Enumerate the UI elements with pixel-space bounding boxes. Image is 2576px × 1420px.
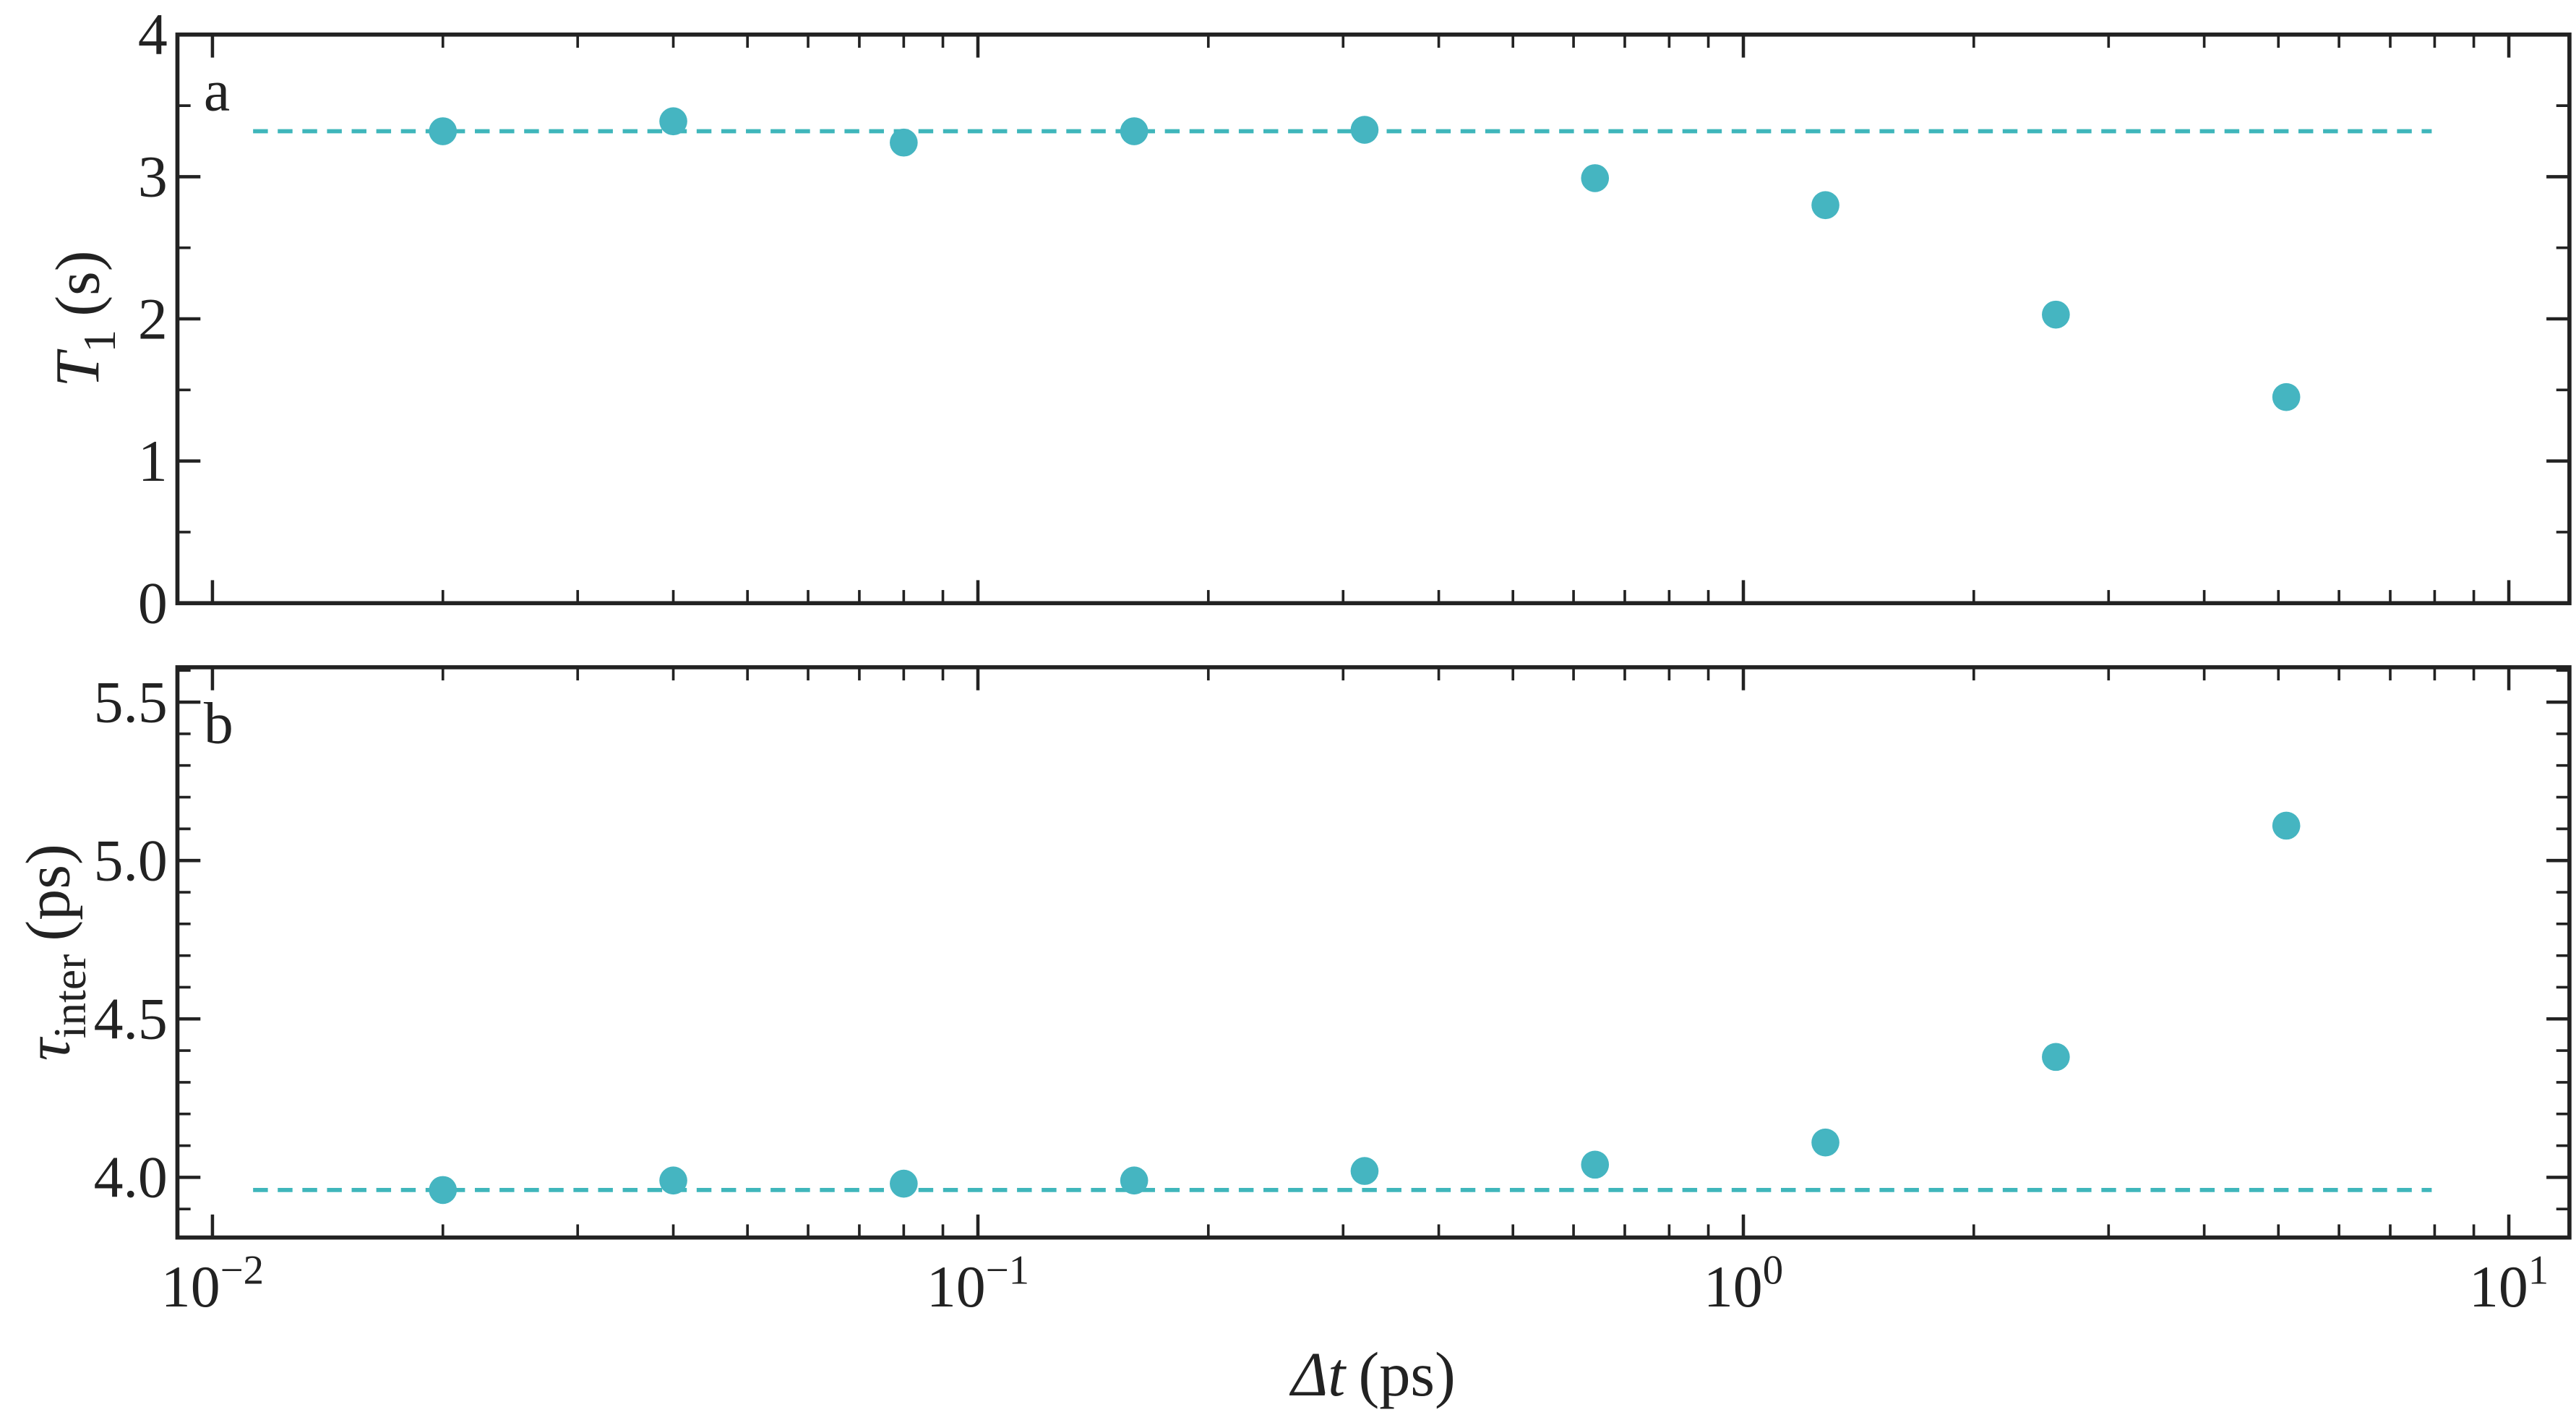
y-tick-label: 4 (138, 1, 168, 67)
data-point (1581, 164, 1610, 192)
y-tick-label: 3 (138, 144, 168, 210)
data-point (1350, 116, 1379, 144)
x-tick-label: 10−2 (161, 1247, 264, 1320)
y-label-symbol: τ (13, 1036, 82, 1061)
data-point (890, 1169, 918, 1198)
x-label-symbol: Δt (1289, 1340, 1347, 1409)
y-tick-label: 4.0 (94, 1145, 168, 1210)
x-tick-base: 10 (2469, 1254, 2528, 1320)
data-point (2272, 811, 2301, 840)
y-tick-label: 4.5 (94, 986, 168, 1052)
y-label-subscript: 1 (74, 330, 125, 353)
y-axis-label: τinter (ps) (13, 844, 95, 1061)
data-point (1811, 1128, 1839, 1157)
y-label-unit: (ps) (13, 844, 82, 941)
x-tick-base: 10 (1704, 1254, 1763, 1320)
data-point (2042, 300, 2070, 329)
y-tick-label: 2 (138, 286, 168, 351)
data-point (1811, 191, 1839, 220)
y-tick-label: 5.0 (94, 827, 168, 893)
x-tick-label: 100 (1704, 1247, 1783, 1320)
panel-label: b (204, 690, 233, 756)
x-tick-exponent: −1 (986, 1247, 1029, 1293)
data-point (659, 1166, 687, 1195)
x-tick-exponent: 0 (1763, 1247, 1783, 1293)
y-tick-label: 5.5 (94, 669, 168, 735)
x-tick-base: 10 (161, 1254, 220, 1320)
x-label-unit: (ps) (1358, 1340, 1455, 1409)
data-point (1120, 117, 1149, 145)
y-label-unit: (s) (43, 250, 112, 316)
plot-frame (175, 665, 2572, 1240)
panel: 4.04.55.05.510−2 10−1 100 101bτinter(ps)Δt(… (13, 665, 2572, 1409)
data-point (2042, 1043, 2070, 1072)
data-point (659, 107, 687, 136)
x-tick-base: 10 (927, 1254, 986, 1320)
data-point (429, 117, 458, 145)
y-axis-label: T1 (s) (43, 250, 125, 387)
data-point (1581, 1150, 1610, 1179)
data-point (429, 1176, 458, 1205)
data-point (890, 128, 918, 157)
x-axis-label: Δt (ps) (1289, 1340, 1456, 1409)
x-tick-exponent: −2 (220, 1247, 264, 1293)
y-label-subscript: inter (44, 954, 95, 1039)
y-tick-label: 0 (138, 570, 168, 636)
x-tick-exponent: 1 (2528, 1247, 2549, 1293)
x-tick-label: 101 (2469, 1247, 2549, 1320)
data-point (2272, 382, 2301, 411)
data-point (1120, 1166, 1149, 1195)
plot-frame (175, 32, 2572, 606)
data-point (1350, 1157, 1379, 1185)
x-tick-label: 10−1 (927, 1247, 1029, 1320)
y-label-symbol: T (43, 348, 112, 388)
y-tick-label: 1 (138, 428, 168, 494)
panel-label: a (204, 57, 230, 123)
